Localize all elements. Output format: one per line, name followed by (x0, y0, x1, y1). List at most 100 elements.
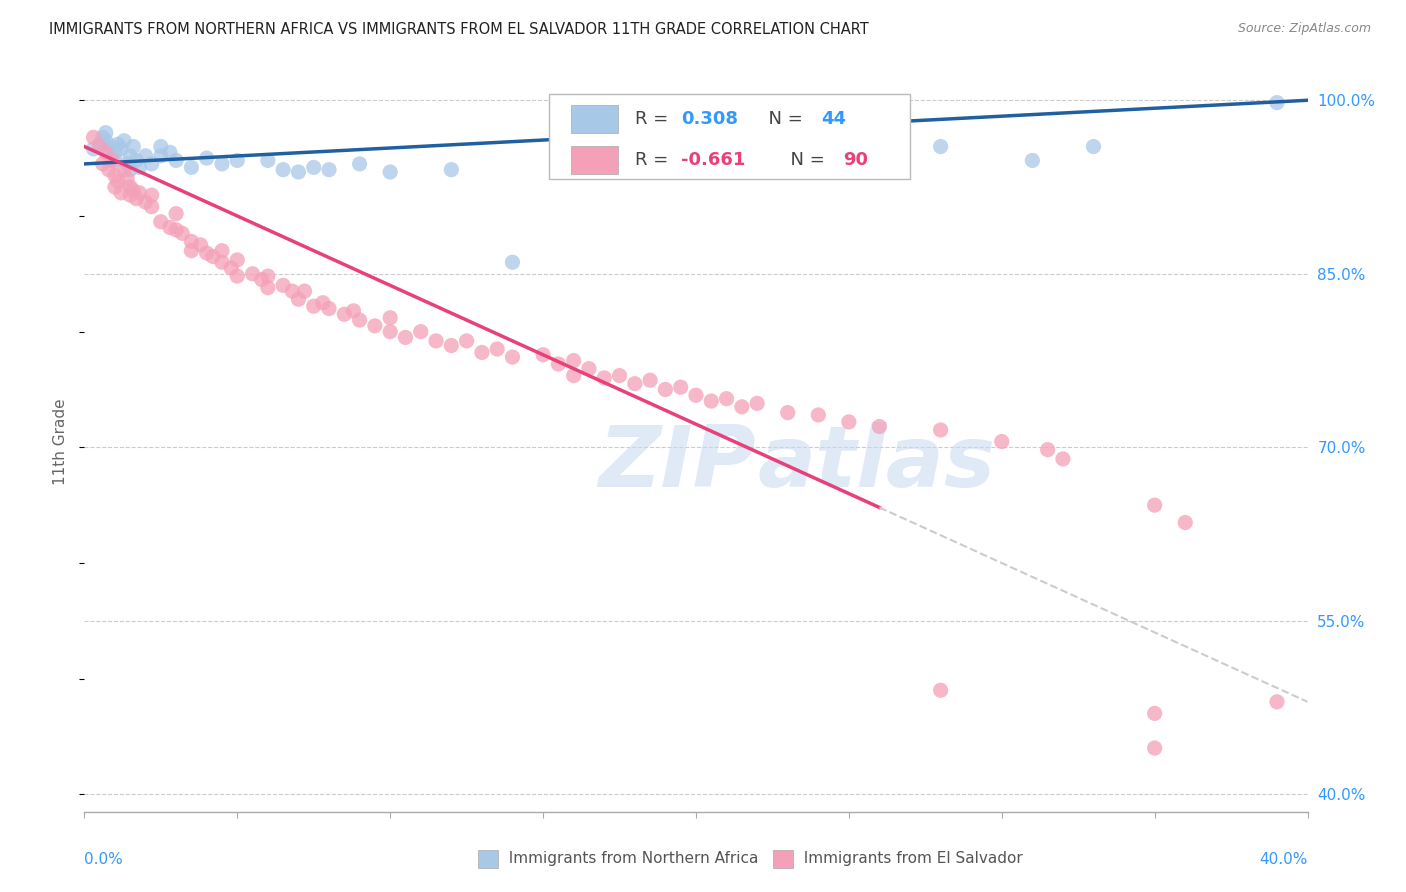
Point (122, 184, 145, 198)
Point (776, 406, 799, 420)
Point (562, 353, 585, 368)
Point (547, 357, 569, 371)
Point (94, 126, 117, 140)
Point (700, 394, 723, 409)
Point (89, 139, 111, 153)
Point (302, 161, 325, 175)
Point (149, 215, 172, 229)
Point (440, 162, 463, 177)
Point (226, 153, 249, 168)
Point (502, 255, 524, 269)
Point (159, 145, 181, 160)
Point (211, 244, 233, 258)
Point (318, 301, 340, 316)
Point (991, 434, 1014, 449)
Text: R =: R = (636, 110, 673, 128)
Text: ZIP: ZIP (598, 422, 756, 505)
Point (312, 295, 335, 310)
Point (149, 149, 172, 163)
Point (333, 307, 356, 321)
Point (122, 139, 145, 153)
Point (195, 151, 218, 165)
Point (110, 142, 132, 156)
Point (115, 172, 138, 186)
Point (593, 371, 616, 385)
Point (120, 180, 142, 194)
Point (107, 174, 129, 188)
Point (281, 284, 304, 298)
Point (578, 361, 600, 376)
Point (226, 269, 249, 284)
Point (141, 188, 163, 202)
Point (364, 318, 387, 333)
Point (271, 162, 294, 177)
Point (120, 162, 142, 177)
Point (195, 246, 218, 260)
Point (1036, 442, 1059, 457)
Point (257, 281, 280, 295)
Point (1327, 730, 1350, 744)
Point (929, 139, 952, 153)
Point (211, 157, 233, 171)
Point (838, 151, 860, 165)
Point (180, 161, 202, 175)
Point (302, 299, 325, 313)
Point (97, 142, 120, 156)
Point (180, 244, 202, 258)
Point (747, 396, 769, 410)
Point (180, 235, 202, 249)
Point (120, 188, 142, 202)
Point (1052, 451, 1074, 466)
Text: 90: 90 (842, 151, 868, 169)
Point (380, 310, 402, 325)
Point (349, 157, 371, 171)
Point (91, 157, 114, 171)
Point (669, 380, 692, 394)
Point (141, 200, 163, 214)
Text: Immigrants from El Salvador: Immigrants from El Salvador (794, 851, 1024, 865)
Point (380, 165, 402, 179)
Point (609, 368, 631, 383)
Point (638, 373, 661, 387)
Point (112, 134, 135, 148)
Text: IMMIGRANTS FROM NORTHERN AFRICA VS IMMIGRANTS FROM EL SALVADOR 11TH GRADE CORREL: IMMIGRANTS FROM NORTHERN AFRICA VS IMMIG… (49, 22, 869, 37)
Text: 0.308: 0.308 (682, 110, 738, 128)
Point (1265, 95, 1288, 110)
Point (869, 419, 891, 434)
Point (287, 165, 309, 179)
Point (135, 195, 157, 210)
Text: Source: ZipAtlas.com: Source: ZipAtlas.com (1237, 22, 1371, 36)
Point (165, 153, 187, 168)
Point (135, 149, 157, 163)
Point (318, 162, 340, 177)
Point (929, 683, 952, 698)
Point (250, 272, 273, 286)
Point (1021, 153, 1043, 168)
Point (219, 260, 242, 275)
Text: N =: N = (779, 151, 831, 169)
Point (165, 223, 187, 237)
Point (1143, 498, 1166, 512)
Point (1083, 139, 1105, 153)
Point (159, 220, 181, 235)
Point (190, 238, 212, 252)
Text: Immigrants from Northern Africa: Immigrants from Northern Africa (499, 851, 758, 865)
Point (593, 162, 616, 177)
Text: 44: 44 (821, 110, 846, 128)
Point (1143, 741, 1166, 756)
Point (731, 400, 754, 414)
Point (716, 392, 738, 406)
Point (271, 278, 294, 293)
Point (425, 334, 447, 348)
Point (104, 145, 127, 160)
Point (242, 267, 264, 281)
Point (257, 269, 280, 284)
Point (929, 423, 952, 437)
Text: -0.661: -0.661 (682, 151, 745, 169)
Point (104, 169, 127, 183)
Point (172, 227, 194, 241)
Text: N =: N = (758, 110, 808, 128)
Point (654, 383, 676, 397)
Point (125, 192, 148, 206)
Point (380, 325, 402, 339)
